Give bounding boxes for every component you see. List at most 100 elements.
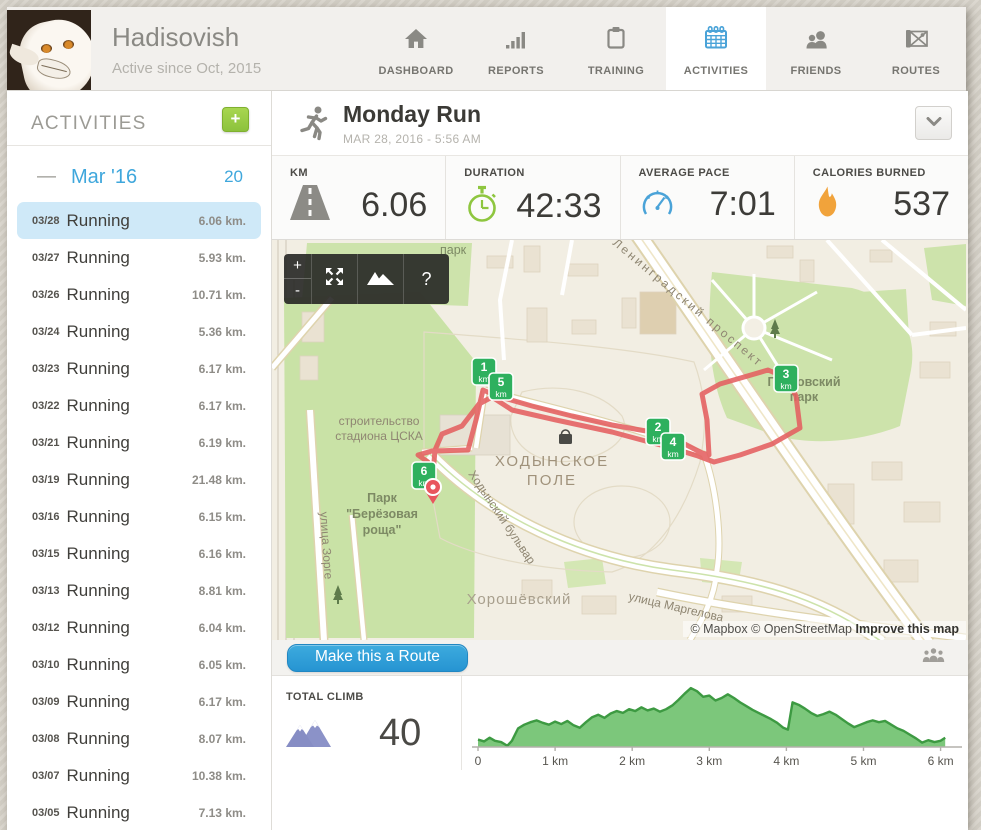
osm-link[interactable]: © OpenStreetMap	[751, 622, 853, 636]
tab-training[interactable]: TRAINING	[566, 7, 666, 90]
activity-list-item[interactable]: 03/09 Running 6.17 km.	[17, 683, 261, 720]
activity-datetime: MAR 28, 2016 - 5:56 AM	[343, 131, 482, 146]
svg-text:ПОЛЕ: ПОЛЕ	[527, 472, 577, 489]
activity-date: 03/07	[32, 769, 60, 782]
activity-list-item[interactable]: 03/22 Running 6.17 km.	[17, 387, 261, 424]
activity-distance: 6.15 km.	[198, 509, 246, 524]
activity-type: Running	[66, 358, 130, 378]
activity-list-item[interactable]: 03/07 Running 10.38 km.	[17, 757, 261, 794]
tab-reports[interactable]: REPORTS	[466, 7, 566, 90]
activity-date: 03/13	[32, 584, 60, 597]
activity-type: Running	[66, 691, 130, 711]
svg-text:ХОДЫНСКОЕ: ХОДЫНСКОЕ	[495, 453, 609, 470]
activity-date: 03/26	[32, 288, 60, 301]
activity-list-item[interactable]: 03/15 Running 6.16 km.	[17, 535, 261, 572]
avatar[interactable]	[7, 10, 91, 90]
activity-date: 03/09	[32, 695, 60, 708]
road-icon	[290, 185, 330, 225]
help-button[interactable]: ?	[403, 254, 449, 304]
zoom-out-button[interactable]: -	[295, 282, 300, 299]
tab-routes[interactable]: ROUTES	[866, 7, 966, 90]
map-attribution: © Mapbox © OpenStreetMap Improve this ma…	[683, 621, 966, 637]
activity-type: Running	[66, 321, 130, 341]
stat-duration-value: 42:33	[516, 187, 602, 225]
elevation-chart-canvas: 0 1 km 2 km 3 km 4 km 5 km 6 km	[472, 686, 962, 768]
map-controls: + -	[284, 254, 449, 304]
activity-list-item[interactable]: 03/10 Running 6.05 km.	[17, 646, 261, 683]
activity-list-item[interactable]: 03/16 Running 6.15 km.	[17, 498, 261, 535]
stat-pace: AVERAGE PACE 7:01	[619, 156, 794, 239]
activity-list-item[interactable]: 03/08 Running 8.07 km.	[17, 720, 261, 757]
stat-calories-value: 537	[893, 185, 950, 223]
username: Hadisovish	[112, 22, 240, 52]
activity-distance: 6.16 km.	[198, 546, 246, 561]
activity-type: Running	[66, 247, 130, 267]
activity-distance: 5.93 km.	[198, 250, 246, 265]
map-canvas: парк Ленинградский проспект Петровский п…	[272, 240, 968, 640]
activity-list-item[interactable]: 03/05 Running 7.13 km.	[17, 794, 261, 830]
activity-type: Running	[66, 210, 130, 230]
activity-list-item[interactable]: 03/23 Running 6.17 km.	[17, 350, 261, 387]
activity-type: Running	[66, 284, 130, 304]
activity-title-block: Monday Run MAR 28, 2016 - 5:56 AM	[343, 101, 481, 146]
activity-list-item[interactable]: 03/24 Running 5.36 km.	[17, 313, 261, 350]
activity-list-item[interactable]: 03/13 Running 8.81 km.	[17, 572, 261, 609]
km-marker-4: 4 km	[660, 432, 686, 461]
activity-list-item[interactable]: 03/19 Running 21.48 km.	[17, 461, 261, 498]
activity-distance: 6.04 km.	[198, 620, 246, 635]
sidebar-title: ACTIVITIES	[31, 113, 147, 134]
svg-text:"Берёзовая: "Берёзовая	[346, 507, 418, 521]
elevation-section: TOTAL CLIMB 40	[272, 676, 968, 770]
zoom-in-button[interactable]: +	[284, 254, 311, 279]
group-icon[interactable]	[922, 648, 945, 667]
tree-icons	[333, 319, 780, 604]
expand-icon	[324, 266, 345, 292]
app-window: Hadisovish Active since Oct, 2015 DASHBO…	[7, 7, 968, 830]
activity-distance: 6.06 km.	[198, 213, 246, 228]
svg-text:строительство: строительство	[339, 414, 420, 428]
activity-distance: 6.05 km.	[198, 657, 246, 672]
activity-date: 03/15	[32, 547, 60, 560]
activity-list-item[interactable]: 03/12 Running 6.04 km.	[17, 609, 261, 646]
fullscreen-button[interactable]	[311, 254, 357, 304]
route-map[interactable]: парк Ленинградский проспект Петровский п…	[272, 240, 968, 640]
svg-text:5 km: 5 km	[850, 754, 876, 768]
make-route-button[interactable]: Make this a Route	[287, 643, 468, 672]
elevation-chart: 0 1 km 2 km 3 km 4 km 5 km 6 km	[462, 676, 968, 770]
activity-list-item[interactable]: 03/27 Running 5.93 km.	[17, 239, 261, 276]
tab-activities[interactable]: ACTIVITIES	[666, 7, 766, 90]
month-group-toggle[interactable]: — Mar '16 20	[7, 146, 271, 202]
activity-list-item[interactable]: 03/28 Running 6.06 km.	[17, 202, 261, 239]
terrain-button[interactable]	[357, 254, 403, 304]
svg-text:роща": роща"	[363, 523, 402, 537]
svg-text:4 km: 4 km	[773, 754, 799, 768]
improve-map-link[interactable]: Improve this map	[855, 622, 960, 636]
sidebar-header: ACTIVITIES +	[7, 91, 271, 146]
total-climb-label: TOTAL CLIMB	[286, 691, 364, 703]
activity-list: 03/28 Running 6.06 km. 03/27 Running 5.9…	[7, 202, 271, 830]
activity-date: 03/24	[32, 325, 60, 338]
activity-type: Running	[66, 728, 130, 748]
user-info: Hadisovish Active since Oct, 2015	[112, 7, 261, 90]
tab-friends[interactable]: FRIENDS	[766, 7, 866, 90]
activity-type: Running	[66, 580, 130, 600]
mapbox-link[interactable]: © Mapbox	[690, 622, 748, 636]
gauge-icon	[639, 185, 676, 224]
svg-text:Хорошёвский: Хорошёвский	[467, 591, 572, 608]
svg-text:6: 6	[421, 464, 428, 478]
activity-distance: 8.07 km.	[198, 731, 246, 746]
map-action-bar: Make this a Route	[272, 640, 968, 676]
add-activity-button[interactable]: +	[222, 107, 249, 132]
svg-text:1: 1	[481, 360, 488, 374]
activity-list-item[interactable]: 03/26 Running 10.71 km.	[17, 276, 261, 313]
activity-type: Running	[66, 765, 130, 785]
tab-dashboard[interactable]: DASHBOARD	[366, 7, 466, 90]
activity-type: Running	[66, 543, 130, 563]
activity-menu-button[interactable]	[915, 106, 952, 140]
activity-date: 03/22	[32, 399, 60, 412]
activity-list-item[interactable]: 03/21 Running 6.19 km.	[17, 424, 261, 461]
lock-icon	[559, 429, 572, 444]
svg-text:2: 2	[655, 420, 662, 434]
activity-distance: 10.38 km.	[191, 768, 246, 783]
